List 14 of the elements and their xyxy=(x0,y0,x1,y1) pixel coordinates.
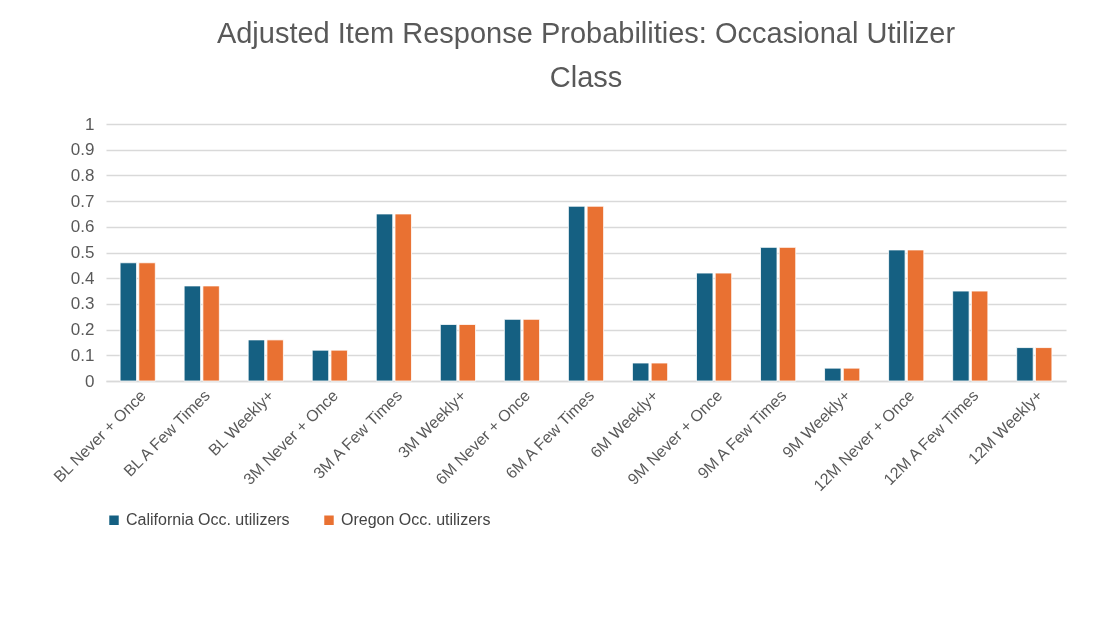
y-tick-label: 0.1 xyxy=(70,345,95,365)
y-tick-label: 0.2 xyxy=(70,320,95,340)
y-tick-label: 0.9 xyxy=(70,140,95,160)
y-tick-label: 0.6 xyxy=(70,217,95,237)
chart-title: Adjusted Item Response Probabilities: Occasional Utilizer Class xyxy=(216,17,956,93)
y-tick-label: 0.4 xyxy=(70,268,95,288)
y-tick-label: 0 xyxy=(85,371,95,391)
legend-label: Oregon Occ. utilizers xyxy=(341,511,491,529)
y-tick-label: 0.3 xyxy=(70,294,95,314)
y-tick-label: 1 xyxy=(85,114,95,134)
y-tick-label: 0.8 xyxy=(70,165,95,185)
legend-label: California Occ. utilizers xyxy=(126,511,290,529)
y-tick-label: 0.7 xyxy=(70,191,95,211)
y-tick-label: 0.5 xyxy=(70,243,95,262)
